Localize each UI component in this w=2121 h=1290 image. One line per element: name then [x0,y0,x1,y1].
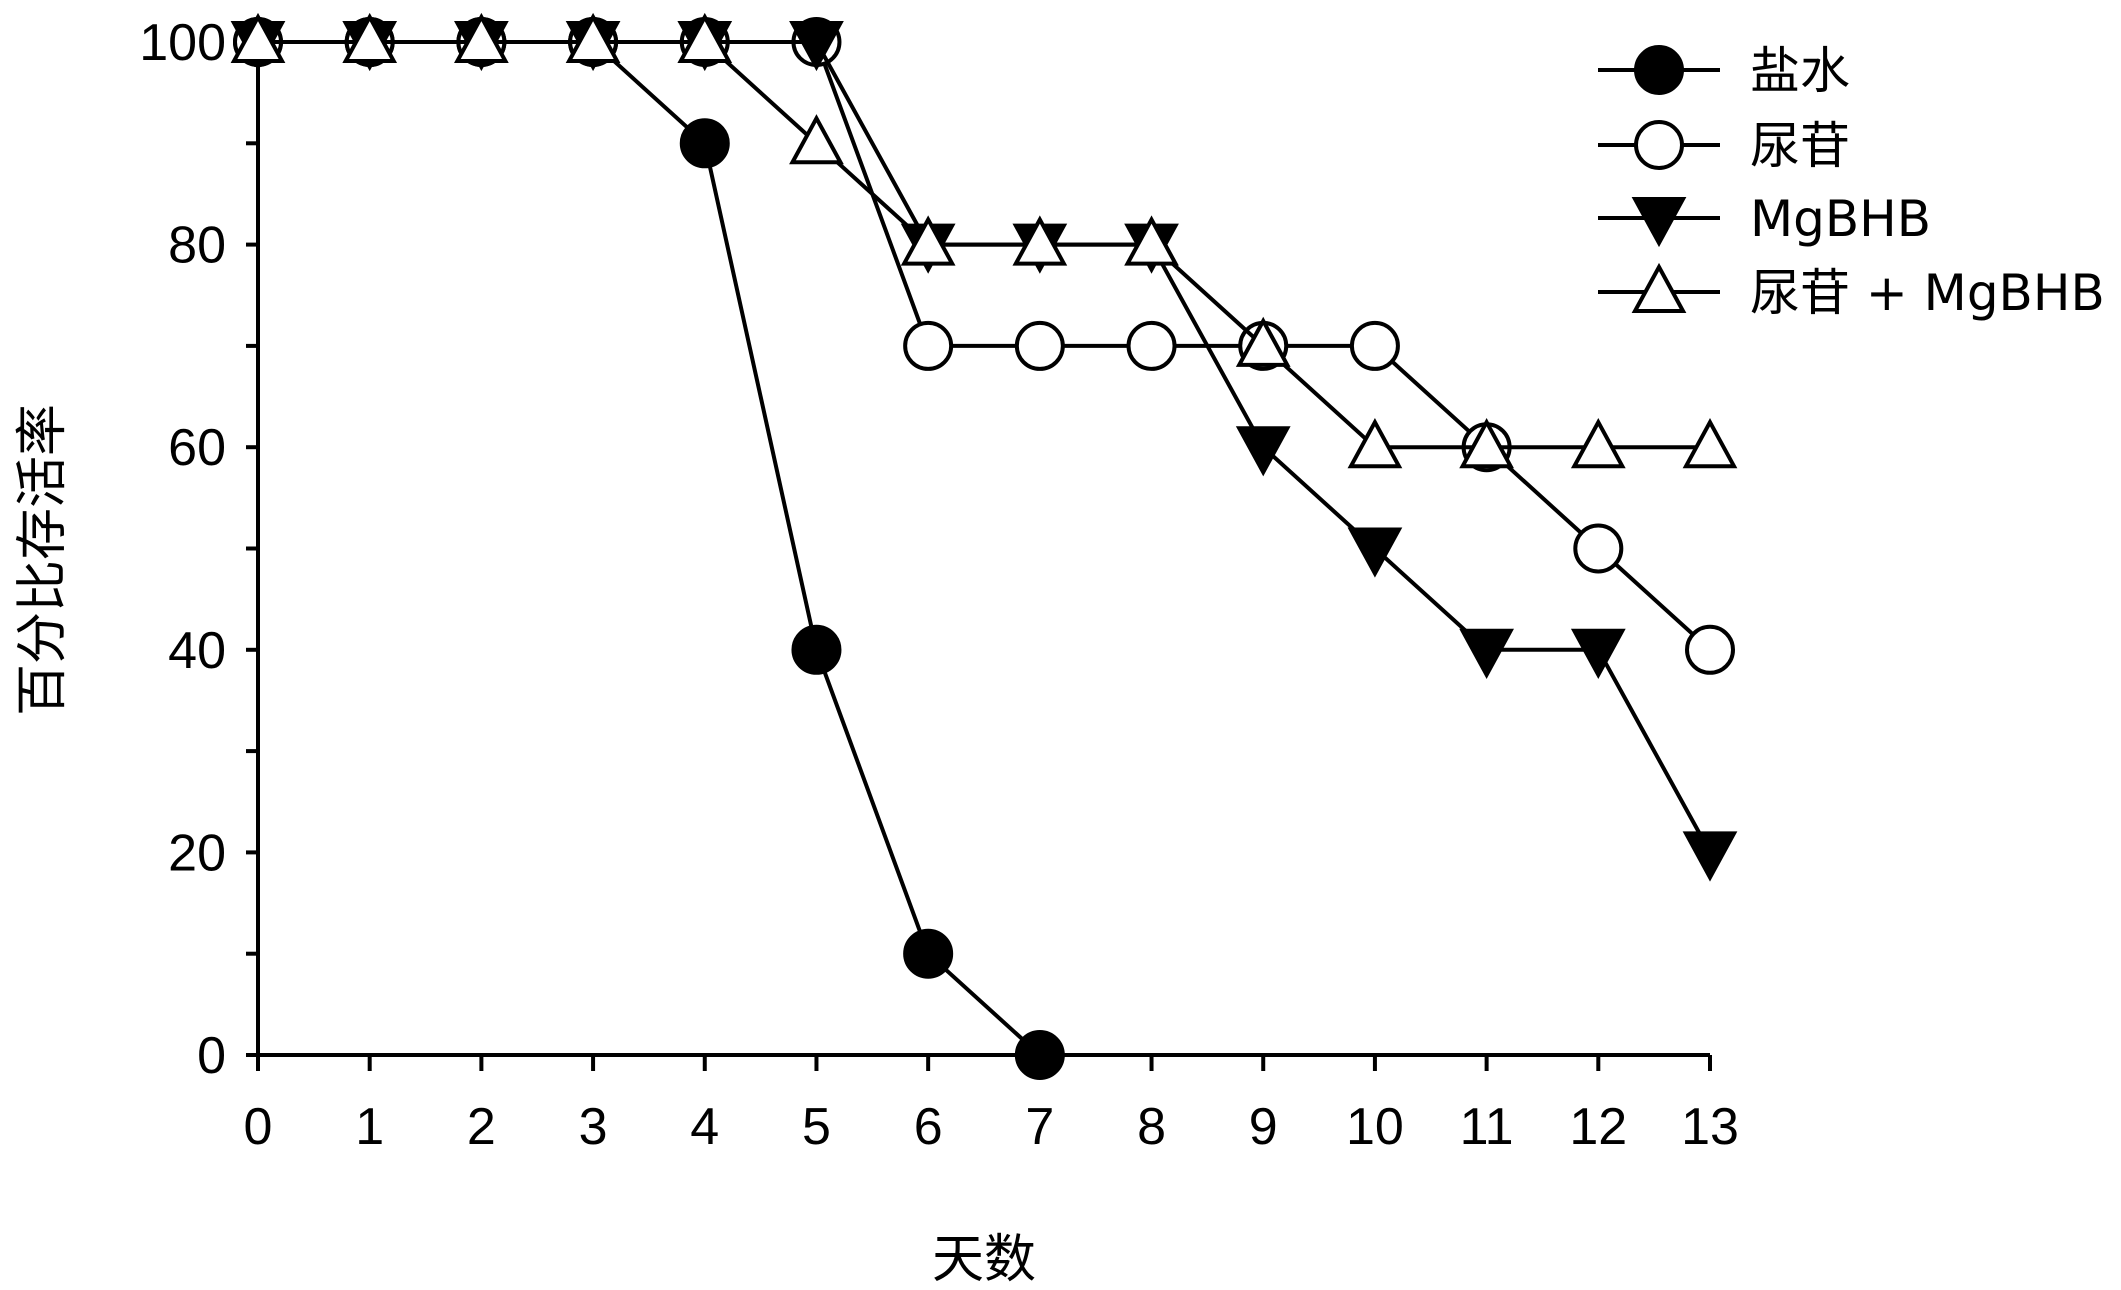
data-point-series-2 [1570,628,1626,679]
x-tick-label: 13 [1681,1098,1739,1156]
series-layer [230,12,1738,1080]
y-tick-label: 20 [168,824,226,882]
y-tick-label: 100 [139,14,226,72]
data-point-series-1 [1685,624,1735,675]
legend-label: 尿苷 + MgBHB [1750,264,2105,322]
data-point-series-1 [1349,320,1400,371]
x-tick-label: 0 [244,1098,273,1156]
data-point-series-2 [789,21,844,72]
data-point-series-0 [903,928,954,979]
data-point-series-3 [1235,316,1291,367]
data-point-series-3 [1570,418,1626,469]
data-point-series-2 [1682,831,1738,882]
data-point-series-3 [900,215,956,266]
data-point-series-3 [230,12,286,63]
data-point-series-3 [1459,418,1514,469]
data-point-series-2 [1459,628,1514,679]
data-point-series-2 [1347,527,1403,578]
data-point-series-3 [565,12,621,63]
data-point-series-1 [1573,523,1624,574]
x-tick-label: 10 [1346,1098,1404,1156]
legend-marker [1634,120,1684,170]
y-axis-title: 百分比存活率 [13,404,73,716]
data-point-series-3 [454,12,509,63]
series-1 [233,17,1735,675]
data-point-series-3 [1012,215,1068,266]
data-point-series-1 [903,320,954,371]
x-tick-label: 3 [579,1098,608,1156]
data-point-series-3 [677,12,733,63]
data-point-series-3 [1682,418,1738,469]
data-point-series-3 [342,12,398,63]
series-line-3 [258,40,1710,450]
x-tick-label: 4 [690,1098,719,1156]
data-point-series-3 [1347,418,1403,469]
y-tick-label: 80 [168,217,226,275]
data-point-series-0 [1014,1030,1065,1080]
x-tick-label: 8 [1137,1098,1166,1156]
legend-label: 盐水 [1750,42,1850,100]
x-tick-label: 12 [1569,1098,1627,1156]
x-axis-title: 天数 [932,1230,1036,1290]
x-tick-label: 5 [802,1098,831,1156]
series-line-0 [258,40,1042,1057]
data-point-series-0 [679,118,730,169]
data-point-series-1 [1014,320,1065,371]
legend-item-3: 尿苷 + MgBHB [1598,262,2105,322]
legend-item-1: 尿苷 [1598,117,1850,175]
legend-label: 尿苷 [1750,117,1850,175]
data-point-series-1 [1126,320,1177,371]
legend-marker [1631,197,1687,248]
data-point-series-3 [1124,215,1179,266]
y-tick-label: 0 [197,1027,226,1085]
x-tick-label: 11 [1460,1098,1514,1156]
legend-marker [1634,45,1684,95]
x-tick-label: 2 [467,1098,496,1156]
legend-item-0: 盐水 [1598,42,1850,100]
series-line-1 [258,40,1712,652]
legend-item-2: MgBHB [1598,190,1931,248]
x-tick-label: 1 [355,1098,384,1156]
data-point-series-2 [1235,426,1291,477]
y-tick-label: 40 [168,622,226,680]
legend-marker [1631,262,1687,313]
data-point-series-3 [789,114,844,165]
data-point-series-0 [791,624,842,675]
x-tick-label: 7 [1025,1098,1054,1156]
x-tick-label: 9 [1249,1098,1278,1156]
series-3 [230,12,1738,469]
axes [256,42,1710,1057]
series-0 [233,17,1065,1080]
legend-label: MgBHB [1750,190,1931,248]
y-tick-label: 60 [168,419,226,477]
x-tick-label: 6 [914,1098,943,1156]
